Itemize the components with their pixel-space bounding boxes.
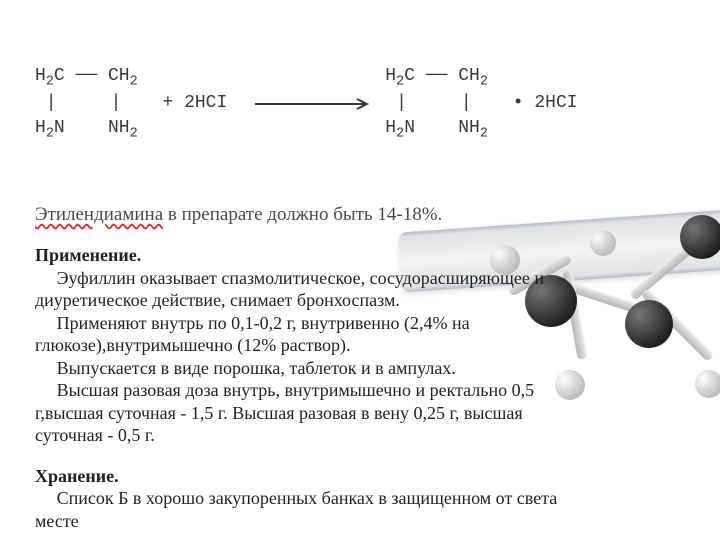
ethline-rest: в препарате должно быть 14-18%. xyxy=(163,204,442,225)
spellcheck-word: Этилендиамина xyxy=(35,204,163,225)
body-text: Применение. Эуфиллин оказывает спазмолит… xyxy=(35,244,565,532)
plus-hcl: + 2HCI xyxy=(152,91,228,115)
application-p4: Высшая разовая доза внутрь, внутримышечн… xyxy=(35,379,565,447)
reaction-arrow-icon xyxy=(253,97,373,111)
slide: { "reaction": { "reactant": { "line1_a":… xyxy=(0,0,720,540)
product-block: H2C ── CH2 | | H2N NH2 xyxy=(385,64,488,144)
chemical-reaction: H2C ── CH2 | | H2N NH2 + 2HCI H2C ── CH2… xyxy=(35,15,685,192)
application-p2: Применяют внутрь по 0,1-0,2 г, внутривен… xyxy=(35,312,565,357)
application-p3: Выпускается в виде порошка, таблеток и в… xyxy=(35,357,565,380)
application-p1: Эуфиллин оказывает спазмолитическое, сос… xyxy=(35,267,565,312)
storage-p1: Список Б в хорошо закупоренных банках в … xyxy=(35,487,565,532)
reaction-row: H2C ── CH2 | | H2N NH2 + 2HCI H2C ── CH2… xyxy=(35,64,685,144)
application-title: Применение. xyxy=(35,244,565,267)
ethylenediamine-line: Этилендиамина в препарате должно быть 14… xyxy=(35,204,685,226)
reactant-block: H2C ── CH2 | | H2N NH2 xyxy=(35,64,138,144)
storage-title: Хранение. xyxy=(35,465,565,488)
dot-hcl: • 2HCI xyxy=(502,91,578,115)
